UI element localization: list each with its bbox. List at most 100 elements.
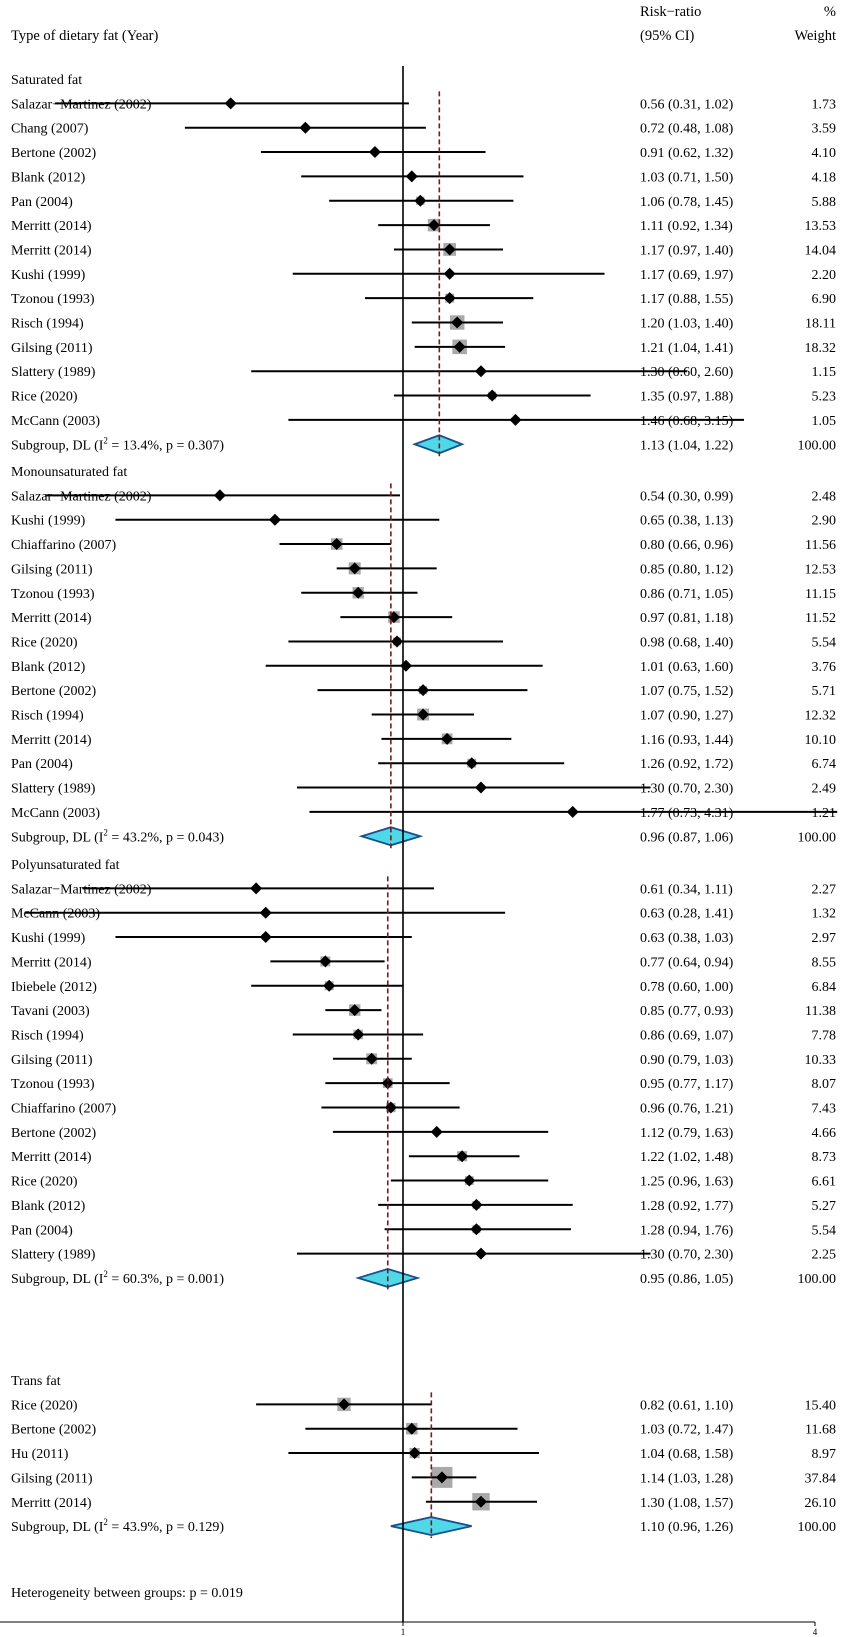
study-row: Merritt (2014) 1.17 (0.97, 1.40) 14.04 [11,243,836,258]
study-rr-ci: 1.07 (0.90, 1.27) [640,709,734,724]
study-rr-ci: 1.16 (0.93, 1.44) [640,733,734,748]
study-label: Risch (1994) [11,317,84,332]
study-point [465,757,478,770]
study-row: Blank (2012) 1.03 (0.71, 1.50) 4.18 [11,170,836,185]
study-weight: 8.55 [812,955,837,970]
study-rr-ci: 1.30 (0.70, 2.30) [640,782,734,797]
study-point [441,732,454,745]
study-rr-ci: 0.72 (0.48, 1.08) [640,122,734,137]
study-label: Pan (2004) [11,1223,73,1238]
group-3: Polyunsaturated fat Salazar−Martinez (200… [11,858,837,1288]
study-label: Slattery (1989) [11,1248,96,1263]
subgroup-weight: 100.00 [798,830,837,845]
study-point [348,1004,361,1017]
study-row: Gilsing (2011) 0.85 (0.80, 1.12) 12.53 [11,562,836,577]
subgroup-weight: 100.00 [798,438,837,453]
study-row: Bertone (2002) 0.91 (0.62, 1.32) 4.10 [11,146,836,161]
study-weight: 15.40 [805,1398,837,1413]
group-1: Saturated fat Salazar−Martinez (2002) 0.56… [11,73,837,455]
study-point [428,219,441,232]
study-point [338,1398,351,1411]
study-weight: 12.53 [805,562,837,577]
subgroup-label: Subgroup, DL (I2 = 43.2%, p = 0.043) [11,827,224,845]
study-label: Rice (2020) [11,1398,78,1413]
study-point [430,1125,443,1138]
study-label: Blank (2012) [11,660,86,675]
group-title: Monounsaturated fat [11,465,127,480]
plot-marks: Saturated fat Salazar−Martinez (2002) 0.56… [0,66,838,1637]
study-point [381,1077,394,1090]
study-point [470,1198,483,1211]
subgroup-rr-ci: 1.13 (1.04, 1.22) [640,438,734,453]
study-label: Chiaffarino (2007) [11,538,116,553]
study-rr-ci: 1.30 (1.08, 1.57) [640,1496,734,1511]
study-row: Kushi (1999) 0.63 (0.38, 1.03) 2.97 [11,931,836,946]
study-weight: 1.73 [812,97,837,112]
subgroup-label: Subgroup, DL (I2 = 43.9%, p = 0.129) [11,1517,224,1535]
group-2: Monounsaturated fat Salazar−Martinez (200… [11,465,838,847]
study-weight: 6.61 [812,1175,837,1190]
study-weight: 7.78 [812,1028,837,1043]
study-point [443,292,456,305]
study-rr-ci: 0.65 (0.38, 1.13) [640,514,734,529]
study-rr-ci: 0.56 (0.31, 1.02) [640,97,734,112]
study-point [405,170,418,183]
study-rr-ci: 0.82 (0.61, 1.10) [640,1398,734,1413]
study-row: Tavani (2003) 0.85 (0.77, 0.93) 11.38 [11,1004,836,1019]
study-point [414,194,427,207]
study-row: Pan (2004) 1.28 (0.94, 1.76) 5.54 [11,1223,836,1238]
study-rr-ci: 0.95 (0.77, 1.17) [640,1077,734,1092]
study-weight: 3.59 [812,122,837,137]
study-row: Merritt (2014) 0.97 (0.81, 1.18) 11.52 [11,611,836,626]
subgroup-weight: 100.00 [798,1272,837,1287]
study-weight: 26.10 [805,1496,837,1511]
study-label: Blank (2012) [11,1199,86,1214]
study-weight: 18.32 [805,341,837,356]
study-point [486,389,499,402]
study-point [368,146,381,159]
study-point [463,1174,476,1187]
study-point [213,489,226,502]
header-weight: Weight [794,28,836,44]
study-row: Risch (1994) 1.20 (1.03, 1.40) 18.11 [11,315,836,332]
study-weight: 2.20 [812,268,837,283]
study-rr-ci: 1.26 (0.92, 1.72) [640,757,734,772]
study-rr-ci: 1.14 (1.03, 1.28) [640,1471,734,1486]
study-rr-ci: 1.17 (0.88, 1.55) [640,292,734,307]
study-weight: 7.43 [812,1102,837,1117]
study-point [435,1471,448,1484]
study-rr-ci: 1.06 (0.78, 1.45) [640,195,734,210]
study-rr-ci: 1.30 (0.70, 2.30) [640,1248,734,1263]
study-label: Salazar−Martinez (2002) [11,97,152,112]
study-weight: 4.18 [812,170,837,185]
study-weight: 8.97 [812,1447,837,1462]
study-weight: 2.49 [812,782,837,797]
study-point [390,635,403,648]
study-weight: 1.05 [812,414,837,429]
study-point [443,243,456,256]
study-row: Slattery (1989) 1.30 (0.70, 2.30) 2.49 [11,781,837,797]
study-rr-ci: 1.30 (0.60, 2.60) [640,365,734,380]
study-row: Slattery (1989) 1.30 (0.60, 2.60) 1.15 [11,365,836,380]
study-row: Slattery (1989) 1.30 (0.70, 2.30) 2.25 [11,1247,836,1263]
group-title: Trans fat [11,1374,61,1389]
study-weight: 11.56 [805,538,836,553]
study-label: Salazar−Martinez (2002) [11,489,152,504]
study-weight: 5.27 [812,1199,837,1214]
study-weight: 2.97 [812,931,837,946]
study-row: Kushi (1999) 0.65 (0.38, 1.13) 2.90 [11,513,836,529]
study-label: Chang (2007) [11,122,89,137]
study-rr-ci: 0.61 (0.34, 1.11) [640,882,733,897]
study-label: Bertone (2002) [11,146,96,161]
study-weight: 1.15 [812,365,837,380]
study-rr-ci: 1.01 (0.63, 1.60) [640,660,734,675]
study-rr-ci: 0.63 (0.28, 1.41) [640,907,734,922]
study-label: Bertone (2002) [11,1126,96,1141]
study-weight: 1.21 [812,806,837,821]
study-row: Gilsing (2011) 0.90 (0.79, 1.03) 10.33 [11,1052,836,1068]
study-weight: 11.52 [805,611,836,626]
study-point [456,1150,469,1163]
study-label: McCann (2003) [11,806,100,821]
study-row: Tzonou (1993) 1.17 (0.88, 1.55) 6.90 [11,292,836,307]
